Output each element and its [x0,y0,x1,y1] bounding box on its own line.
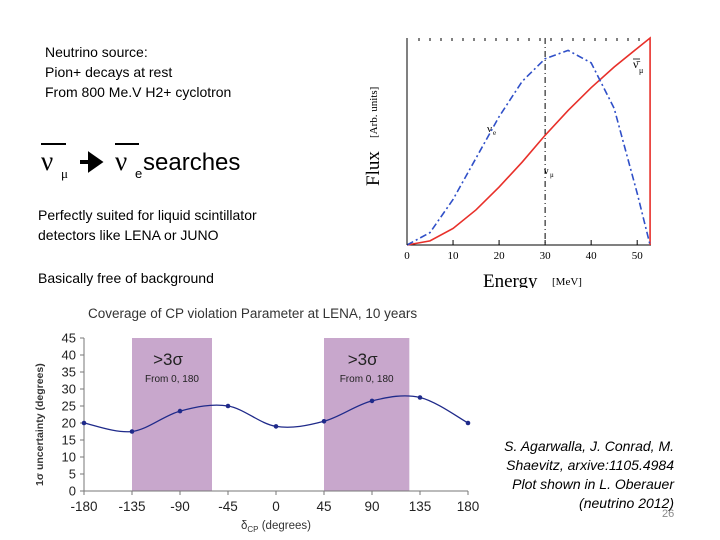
flux-x-tick-label: 10 [448,250,460,262]
numu-bar-symbol: ν [41,146,53,176]
cp-y-tick-label: 45 [62,331,76,346]
cp-band-sub-0: From 0, 180 [145,374,199,385]
cp-x-tick-label: -180 [70,499,97,514]
cp-x-label-sub: CP [247,525,258,533]
flux-x-tick-label: 0 [404,250,410,262]
cp-y-tick-label: 40 [62,348,76,363]
cp-series-group [81,395,471,434]
citation: S. Agarwalla, J. Conrad, M. Shaevitz, ar… [504,437,674,513]
cp-y-tick-label: 35 [62,365,76,380]
cp-x-tick-label: -45 [218,499,238,514]
numu-bar-subscript: μ [61,166,68,181]
flux-x-ticks: 0 10 20 30 40 50 [404,240,643,262]
cp-x-tick-label: 90 [364,499,379,514]
source-description: Neutrino source: Pion+ decays at rest Fr… [45,42,231,102]
flux-x-tick-label: 20 [494,250,506,262]
cp-y-tick-label: 30 [62,382,76,397]
flux-x-label: Energy [483,271,538,288]
cp-point-3 [225,403,231,409]
nue-bar-subscript: e [135,166,142,181]
citation-line-4: (neutrino 2012) [579,495,674,511]
citation-line-2: Shaevitz, arxive:1105.4984 [506,457,674,473]
flux-label-nue: ν [487,123,492,135]
citation-line-3: Plot shown in L. Oberauer [512,476,674,492]
cp-x-tick-label: 135 [409,499,432,514]
cp-band-sub-1: From 0, 180 [340,374,394,385]
flux-label-numu: ν [544,166,549,177]
flux-x-tick-label: 40 [586,250,598,262]
flux-series-1 [406,49,651,246]
cp-chart-title: Coverage of CP violation Parameter at LE… [88,306,417,321]
cp-x-tick-label: 180 [457,499,480,514]
cp-x-tick-label: -135 [118,499,145,514]
arrow-right-icon [80,151,104,173]
cp-y-label: 1σ uncertainty (degrees) [34,363,46,486]
flux-x-tick-label: 50 [632,250,644,262]
cp-x-tick-label: 0 [272,499,280,514]
cp-band-label-0: >3σ [153,350,183,369]
cp-y-tick-label: 25 [62,399,76,414]
cp-x-tick-label: -90 [170,499,190,514]
flux-x-tick-label: 30 [540,250,552,262]
cp-bands-group: >3σ From 0, 180 >3σ From 0, 180 [132,338,410,491]
flux-series-0 [406,36,651,246]
suited-description: Perfectly suited for liquid scintillator… [38,205,257,245]
cp-point-7 [417,395,423,400]
cp-point-1 [129,429,135,434]
cp-y-tick-label: 0 [69,484,76,499]
flux-chart: 0 10 20 30 40 50 Flux [Arb. units] Energy [Me… [363,36,651,288]
source-line-3: From 800 Me.V H2+ cyclotron [45,84,232,100]
cp-point-4 [273,424,279,429]
source-line-2: Pion+ decays at rest [45,64,173,80]
cp-point-6 [369,398,375,404]
searches-label: searches [143,149,240,176]
cp-point-5 [321,419,327,424]
flux-label-numu-sub: μ [550,171,554,179]
cp-x-label-main: δ [241,520,247,532]
cp-x-tick-label: 45 [316,499,331,514]
cp-y-tick-label: 5 [69,467,76,482]
cp-axes-group: 0 5 10 15 20 25 30 35 40 45 -180 -135 -90 -45 0 45 90 135… [62,331,480,515]
cp-y-tick-label: 15 [62,433,76,448]
cp-point-0 [81,420,87,426]
nue-bar-symbol: ν [115,146,127,176]
flux-y-unit: [Arb. units] [368,87,380,138]
cp-point-8 [465,420,471,426]
citation-line-1: S. Agarwalla, J. Conrad, M. [504,438,674,454]
cp-band-label-1: >3σ [348,350,378,369]
cp-coverage-chart: Coverage of CP violation Parameter at LE… [34,306,480,533]
cp-x-label: δCP (degrees) [241,520,311,533]
cp-y-tick-label: 10 [62,450,76,465]
cp-y-tick-label: 20 [62,416,76,431]
background-free-text: Basically free of background [38,270,214,286]
cp-point-2 [177,408,183,414]
cp-band-1 [324,338,410,491]
flux-series-group [406,36,651,246]
cp-x-label-rest: (degrees) [259,520,312,532]
page-number: 26 [662,508,675,520]
flux-label-numubar-sub: μ [639,66,643,75]
flux-x-unit: [MeV] [552,276,582,288]
source-line-1: Neutrino source: [45,44,148,60]
oscillation-searches-heading: ν μ ν e searches [41,143,240,181]
flux-label-numubar: ν̄ [633,57,640,71]
suited-line-1: Perfectly suited for liquid scintillator [38,207,257,223]
flux-y-label: Flux [363,151,384,186]
flux-frame [406,38,651,246]
suited-line-2: detectors like LENA or JUNO [38,227,219,243]
flux-label-nue-sub: e [493,129,496,137]
